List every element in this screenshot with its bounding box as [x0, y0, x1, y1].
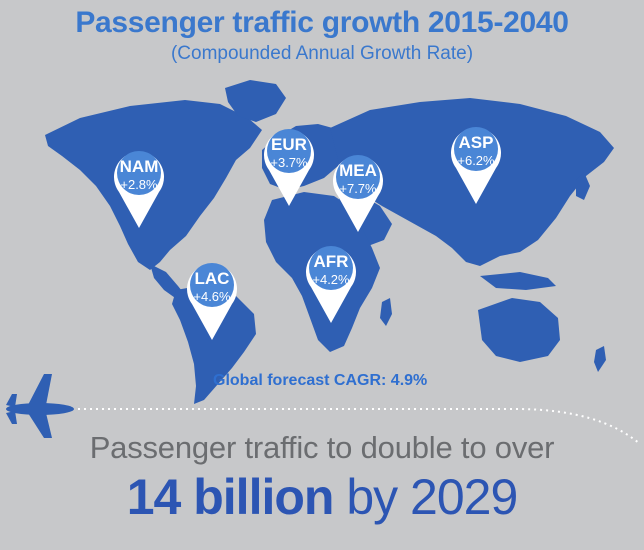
headline-rest: by 2029 [333, 469, 518, 525]
page-subtitle: (Compounded Annual Growth Rate) [170, 43, 474, 64]
region-code: MEA [339, 161, 377, 180]
location-pin-icon [451, 127, 501, 204]
headline-line1: Passenger traffic to double to over [89, 430, 555, 465]
south-america-landmass [172, 284, 256, 404]
region-rate: +7.7% [339, 181, 377, 196]
australia-landmass [478, 298, 560, 362]
region-code: AFR [313, 252, 349, 271]
region-rate: +6.2% [457, 153, 495, 168]
headline-line2: 14 billion by 2029 [0, 468, 644, 526]
region-code: NAM [119, 157, 159, 176]
map-pin-afr: AFR +4.2% [301, 241, 361, 327]
indonesia-landmass [480, 272, 556, 290]
location-pin-icon [264, 129, 314, 206]
madagascar-landmass [380, 298, 392, 326]
location-pin-icon [114, 151, 164, 228]
region-rate: +4.6% [193, 289, 231, 304]
greenland-landmass [225, 80, 286, 122]
region-rate: +2.8% [120, 177, 158, 192]
map-pin-nam: NAM +2.8% [109, 146, 169, 232]
region-rate: +3.7% [270, 155, 308, 170]
location-pin-icon [333, 155, 383, 232]
region-code: LAC [194, 269, 230, 288]
region-code: ASP [458, 133, 494, 152]
new-zealand-landmass [594, 346, 606, 372]
location-pin-icon [306, 246, 356, 323]
region-code: EUR [271, 135, 307, 154]
headline-bold: 14 billion [126, 469, 335, 525]
map-pin-lac: LAC +4.6% [182, 258, 242, 344]
page-title: Passenger traffic growth 2015-2040 [75, 6, 569, 39]
map-pin-eur: EUR +3.7% [259, 124, 319, 210]
region-rate: +4.2% [312, 272, 350, 287]
airplane-icon [6, 374, 74, 438]
japan-landmass [576, 172, 590, 200]
location-pin-icon [187, 263, 237, 340]
global-forecast-label: Global forecast CAGR: 4.9% [213, 372, 428, 389]
map-pin-mea: MEA +7.7% [328, 150, 388, 236]
map-pin-asp: ASP +6.2% [446, 122, 506, 208]
